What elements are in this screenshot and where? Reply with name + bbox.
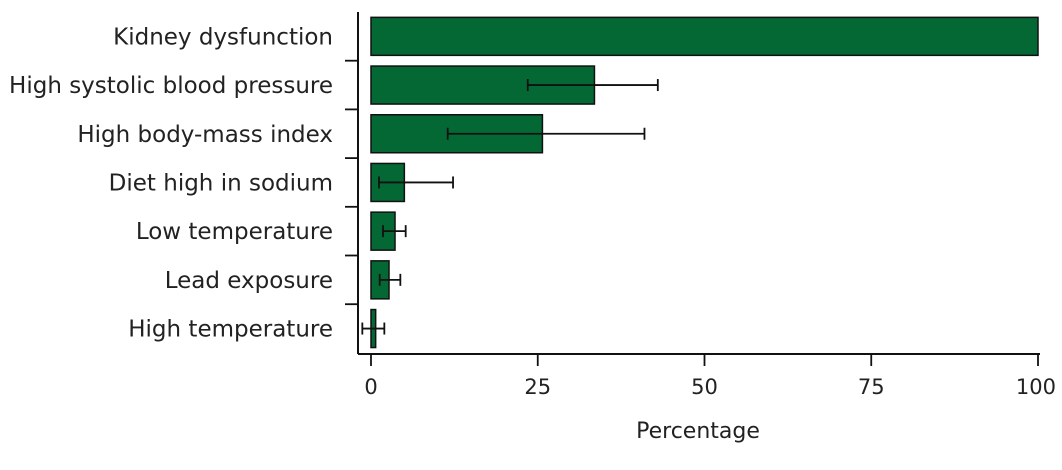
error-bars-layer (361, 79, 659, 335)
category-label: High systolic blood pressure (9, 73, 333, 99)
error-bar (382, 225, 407, 238)
x-tick-label: 75 (858, 375, 885, 399)
error-bar (378, 273, 402, 286)
x-tick-label: 0 (364, 375, 377, 399)
x-axis-title: Percentage (636, 419, 760, 444)
x-tick-label: 50 (691, 375, 718, 399)
category-label: Kidney dysfunction (113, 24, 333, 50)
x-ticks-layer: 0 25 50 75 100 (364, 354, 1056, 399)
error-bar (361, 322, 386, 335)
category-label: Diet high in sodium (109, 170, 333, 196)
category-label: Lead exposure (165, 268, 333, 294)
x-tick-label: 25 (524, 375, 551, 399)
axes-layer (345, 12, 1040, 355)
category-label: High body-mass index (77, 122, 333, 148)
category-label: High temperature (128, 317, 333, 343)
error-bar (446, 127, 646, 140)
x-tick-label: 100 (1016, 375, 1056, 399)
category-label: Low temperature (136, 219, 333, 245)
bar (370, 16, 1039, 57)
error-bar (378, 176, 454, 189)
category-labels-layer: Kidney dysfunction High systolic blood pr… (9, 24, 333, 342)
error-bar (526, 79, 659, 92)
bars-layer (370, 16, 1039, 349)
